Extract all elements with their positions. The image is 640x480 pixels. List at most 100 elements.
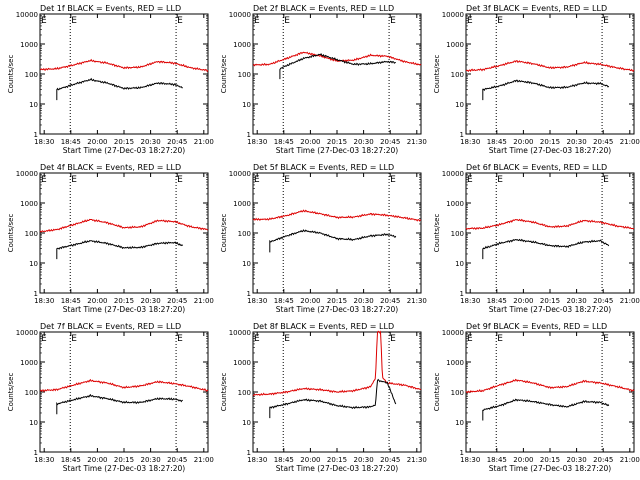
detector-plot-7: Det 7f BLACK = Events, RED = LLD 1 10 100 10… [7,322,214,473]
detector-plot-6: Det 6f BLACK = Events, RED = LLD 1 10 100 10… [433,163,640,314]
y-tick-label: 1 [34,131,38,139]
event-marker-label: E [467,16,473,26]
x-tick-label: 20:00 [87,138,107,146]
x-axis-label: Start Time (27-Dec-03 18:27:20) [63,464,185,473]
event-marker-label: E [497,16,503,26]
y-tick-label: 100 [238,71,251,79]
plot-title: Det 9f BLACK = Events, RED = LLD [466,322,607,331]
lld-series-line [252,330,422,397]
y-tick-label: 1000 [446,41,464,49]
x-tick-label: 18:30 [34,456,54,464]
y-tick-label: 10000 [442,11,464,19]
y-tick-label: 10000 [16,170,38,178]
x-tick-label: 20:30 [567,297,587,305]
x-tick-label: 20:00 [513,138,533,146]
x-tick-label: 20:30 [141,456,161,464]
y-axis-label: Counts/sec [220,373,228,412]
x-tick-label: 18:45 [487,297,507,305]
y-tick-label: 10 [242,260,251,268]
y-tick-label: 10000 [16,11,38,19]
y-tick-label: 1000 [446,200,464,208]
events-series-line [482,238,610,260]
x-tick-label: 18:30 [460,456,480,464]
y-tick-label: 10000 [442,329,464,337]
x-tick-label: 20:00 [300,138,320,146]
x-tick-label: 21:30 [407,138,427,146]
y-tick-label: 1000 [233,200,251,208]
event-marker-label: E [254,334,260,344]
x-tick-label: 20:45 [593,138,613,146]
x-tick-label: 20:15 [327,456,347,464]
events-series-line [482,79,610,101]
y-tick-label: 1 [460,131,464,139]
x-tick-label: 18:45 [487,138,507,146]
y-tick-label: 10 [242,419,251,427]
detector-plot-1: Det 1f BLACK = Events, RED = LLD 1 10 100 10… [7,4,214,155]
x-tick-label: 20:45 [380,297,400,305]
x-tick-label: 21:00 [194,456,214,464]
x-tick-label: 18:30 [247,138,267,146]
lld-series-line [252,51,422,67]
events-series-line [482,398,610,421]
y-tick-label: 10000 [229,170,251,178]
y-tick-label: 10 [455,101,464,109]
x-tick-label: 18:45 [61,297,81,305]
y-tick-label: 1 [460,290,464,298]
y-tick-label: 100 [238,230,251,238]
detector-plot-4: Det 4f BLACK = Events, RED = LLD 1 10 100 10… [7,163,214,314]
detector-plot-3: Det 3f BLACK = Events, RED = LLD 1 10 100 10… [433,4,640,155]
event-marker-label: E [390,175,396,185]
plot-frame [39,13,209,135]
x-tick-label: 20:30 [141,297,161,305]
x-tick-label: 20:45 [593,297,613,305]
y-tick-label: 10 [455,260,464,268]
x-tick-label: 20:45 [167,456,187,464]
x-tick-label: 20:15 [540,297,560,305]
y-tick-label: 100 [451,71,464,79]
x-tick-label: 20:30 [141,138,161,146]
y-axis-label: Counts/sec [7,214,15,253]
y-tick-label: 10000 [229,329,251,337]
x-axis-label: Start Time (27-Dec-03 18:27:20) [276,305,398,314]
y-axis-label: Counts/sec [433,373,441,412]
x-tick-label: 20:00 [300,297,320,305]
x-tick-label: 20:45 [167,138,187,146]
event-marker-label: E [71,334,77,344]
events-series-line [56,240,184,260]
event-marker-label: E [71,175,77,185]
event-marker-label: E [41,16,47,26]
plot-title: Det 5f BLACK = Events, RED = LLD [253,163,394,172]
x-tick-label: 21:30 [407,297,427,305]
plot-frame [252,13,422,135]
y-tick-label: 1 [247,131,251,139]
plot-frame [465,13,635,135]
event-marker-label: E [467,175,473,185]
detector-plot-9: Det 9f BLACK = Events, RED = LLD 1 10 100 10… [433,322,640,473]
x-tick-label: 18:45 [274,297,294,305]
x-tick-label: 20:15 [540,456,560,464]
x-tick-label: 21:00 [620,456,640,464]
x-axis-label: Start Time (27-Dec-03 18:27:20) [63,146,185,155]
events-series-line [56,77,183,101]
event-marker-label: E [41,175,47,185]
x-tick-label: 21:00 [620,297,640,305]
x-tick-label: 21:00 [620,138,640,146]
plot-title: Det 4f BLACK = Events, RED = LLD [40,163,181,172]
y-tick-label: 100 [25,230,38,238]
plot-frame [465,172,635,294]
detector-plot-5: Det 5f BLACK = Events, RED = LLD 1 10 100 10… [220,163,427,314]
event-marker-label: E [284,334,290,344]
y-tick-label: 1000 [20,200,38,208]
y-tick-label: 1 [460,449,464,457]
x-tick-label: 20:00 [513,297,533,305]
events-series-line [269,229,397,253]
y-tick-label: 10000 [229,11,251,19]
event-marker-label: E [497,334,503,344]
x-tick-label: 20:45 [380,456,400,464]
y-axis-label: Counts/sec [433,55,441,94]
plot-title: Det 7f BLACK = Events, RED = LLD [40,322,181,331]
y-tick-label: 10000 [442,170,464,178]
y-tick-label: 10 [29,260,38,268]
x-tick-label: 20:30 [354,138,374,146]
